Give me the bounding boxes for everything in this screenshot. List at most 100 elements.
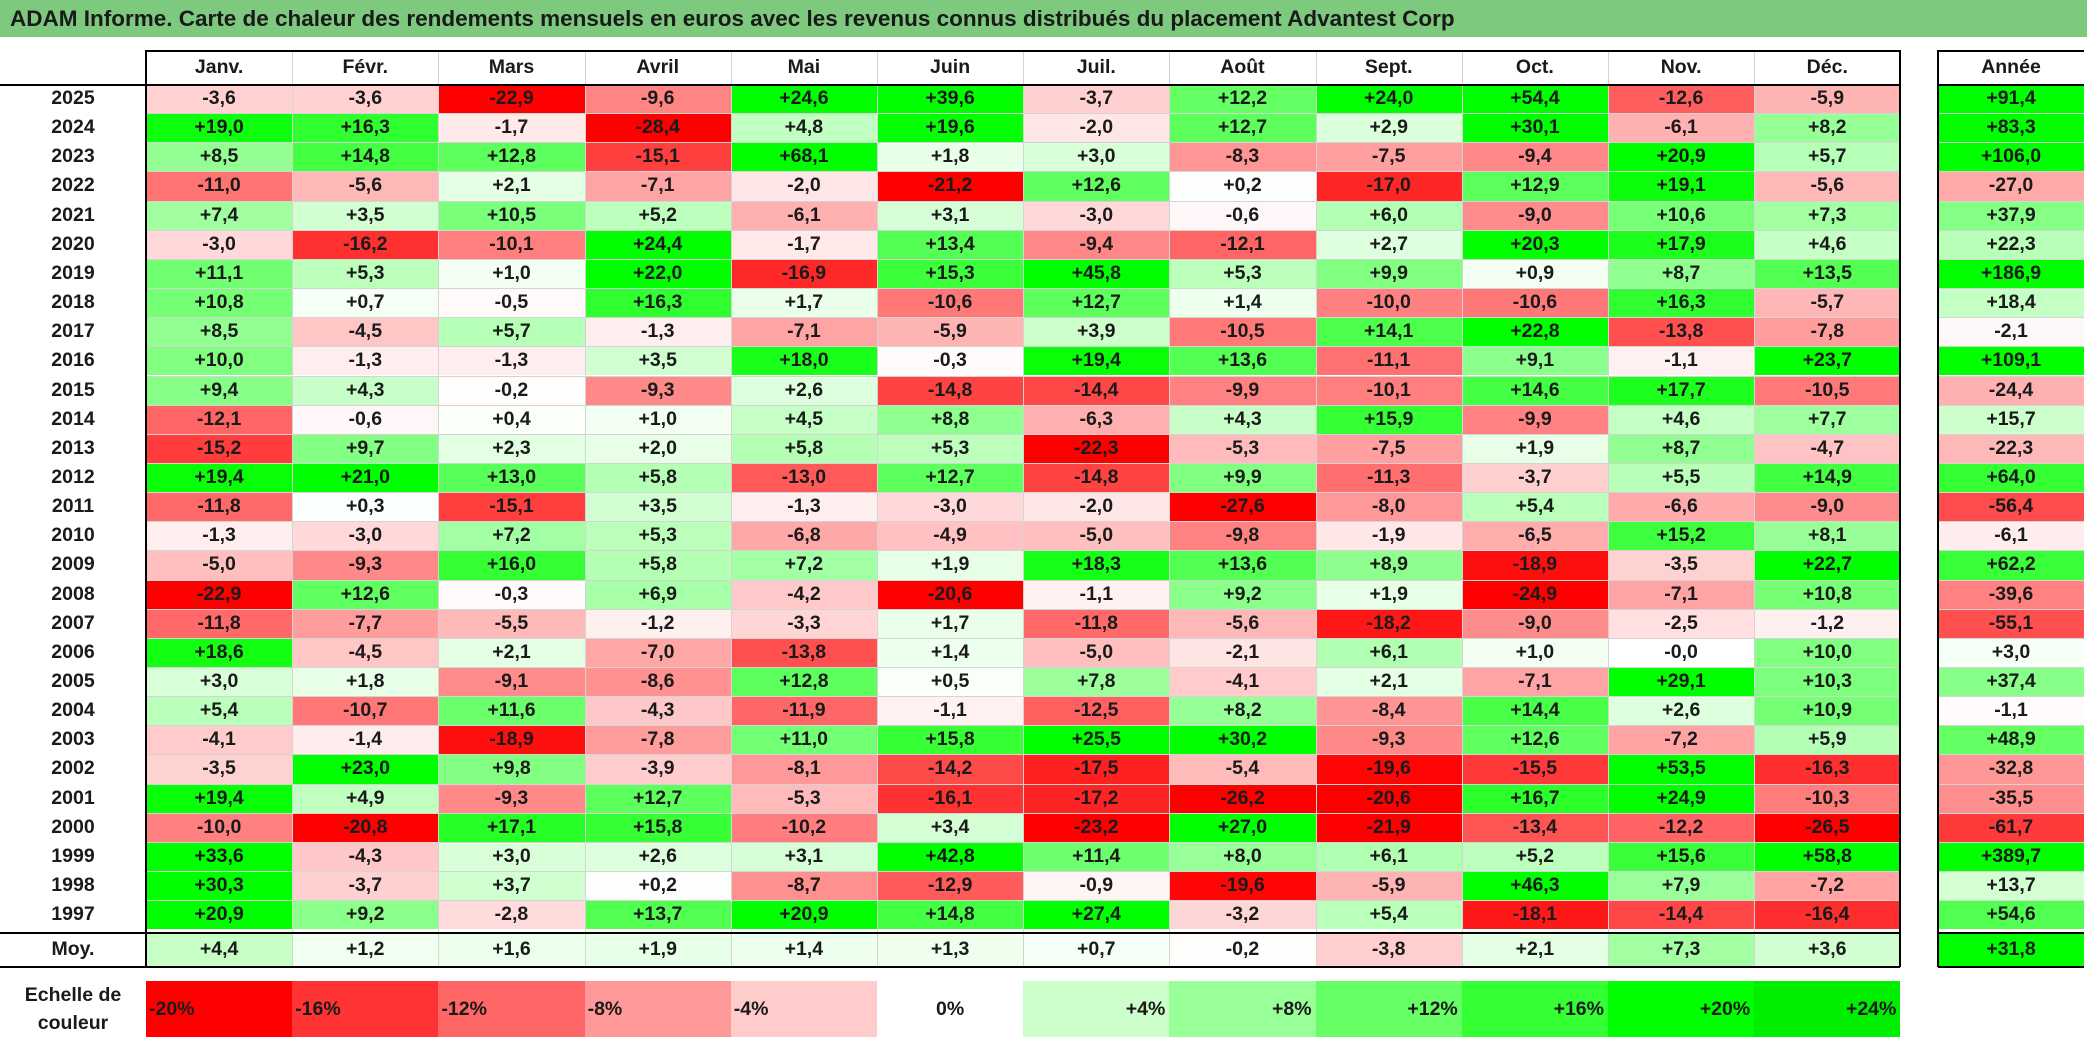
heatmap-cell: +1,0 [1461,637,1608,667]
month-header: Sept. [1315,50,1462,84]
grid-line-horizontal [146,288,1901,290]
row-year-label: 2012 [0,462,146,493]
grid-line-horizontal [1938,317,2084,319]
row-year-label: 2013 [0,433,146,463]
color-scale-swatch: -16% [292,981,439,1037]
heatmap-cell: +5,3 [584,521,731,551]
heatmap-cell: -6,5 [1461,521,1608,551]
chart-title: ADAM Informe. Carte de chaleur des rende… [0,0,2087,37]
heatmap-cell: -1,1 [1608,346,1755,376]
row-year-label: 2022 [0,171,146,201]
heatmap-cell: -12,5 [1023,696,1170,726]
heatmap-cell: +1,9 [877,550,1024,580]
heatmap-cell: -6,6 [1608,492,1755,522]
heatmap-cell: -7,1 [1461,667,1608,697]
row-year-label: 2021 [0,200,146,230]
heatmap-cell: +7,3 [1754,200,1901,230]
average-cell: +7,3 [1608,932,1755,967]
grid-line-horizontal [1938,550,2084,552]
heatmap-cell: -1,3 [292,346,439,376]
heatmap-cell: -7,1 [1608,579,1755,609]
grid-line-horizontal [1938,346,2084,348]
heatmap-cell: +9,2 [292,900,439,930]
heatmap-cell: -10,7 [292,696,439,726]
heatmap-cell: -11,8 [146,608,293,638]
heatmap-cell: -1,7 [438,113,585,143]
average-annual-cell: +31,8 [1938,932,2084,967]
heatmap-cell: +2,6 [730,375,877,405]
heatmap-cell: +1,9 [1461,433,1608,463]
grid-line-horizontal [146,579,1901,581]
heatmap-cell: -12,2 [1608,812,1755,842]
heatmap-cell: +5,3 [877,433,1024,463]
heatmap-cell: -15,5 [1461,754,1608,784]
average-cell: +1,9 [584,932,731,967]
heatmap-cell: -11,1 [1315,346,1462,376]
heatmap-cell: -1,7 [730,229,877,259]
grid-line-vertical [1023,50,1025,967]
average-cell: +2,1 [1461,932,1608,967]
heatmap-cell: +68,1 [730,142,877,172]
row-year-label: 2019 [0,258,146,289]
grid-line-vertical [1169,50,1171,967]
heatmap-cell: +4,9 [292,783,439,813]
heatmap-cell: +33,6 [146,841,293,872]
annual-cell: -35,5 [1938,783,2084,813]
heatmap-cell: +7,4 [146,200,293,230]
grid-line-horizontal [1938,492,2084,494]
annual-cell: +15,7 [1938,404,2084,434]
heatmap-cell: +0,2 [584,871,731,901]
row-year-label: 2016 [0,346,146,376]
heatmap-cell: -8,6 [584,667,731,697]
heatmap-cell: -3,3 [730,608,877,638]
heatmap-cell: +8,1 [1754,521,1901,551]
table-border [146,50,1901,52]
heatmap-cell: +4,3 [1169,404,1316,434]
month-header: Oct. [1461,50,1608,84]
grid-line-horizontal [146,317,1901,319]
heatmap-cell: +15,9 [1315,404,1462,434]
row-year-label: 2020 [0,229,146,259]
color-scale-swatch: -20% [146,981,293,1037]
row-year-label: 2002 [0,754,146,784]
heatmap-cell: -4,5 [292,637,439,667]
heatmap-cell: -1,1 [1023,579,1170,609]
heatmap-cell: +17,9 [1608,229,1755,259]
table-border [0,966,1901,968]
heatmap-cell: -3,0 [146,229,293,259]
heatmap-cell: +30,1 [1461,113,1608,143]
heatmap-cell: +15,8 [877,725,1024,755]
heatmap-cell: +7,2 [730,550,877,580]
heatmap-cell: +3,5 [584,492,731,522]
grid-line-horizontal [1938,113,2084,115]
heatmap-cell: -15,2 [146,433,293,463]
heatmap-cell: +5,3 [1169,258,1316,289]
heatmap-cell: +5,8 [584,462,731,493]
heatmap-cell: +4,6 [1754,229,1901,259]
grid-line-horizontal [1938,637,2084,639]
month-header: Avril [584,50,731,84]
heatmap-cell: +4,8 [730,113,877,143]
heatmap-cell: +21,0 [292,462,439,493]
grid-line-vertical [438,50,440,967]
grid-line-horizontal [1938,812,2084,814]
heatmap-cell: -15,1 [584,142,731,172]
color-scale-swatch: +12% [1315,981,1462,1037]
heatmap-cell: +12,6 [1023,171,1170,201]
heatmap-cell: +1,4 [877,637,1024,667]
grid-line-horizontal [146,754,1901,756]
grid-line-vertical [877,50,878,967]
heatmap-cell: -5,0 [146,550,293,580]
row-year-label: 2000 [0,812,146,842]
heatmap-cell: -2,0 [1023,492,1170,522]
heatmap-cell: +22,7 [1754,550,1901,580]
row-year-label: 1999 [0,841,146,872]
heatmap-cell: -0,3 [438,579,585,609]
heatmap-cell: -9,0 [1754,492,1901,522]
grid-line-horizontal [146,637,1901,639]
grid-line-horizontal [1938,725,2084,727]
heatmap-cell: +3,5 [292,200,439,230]
heatmap-cell: -4,3 [292,841,439,872]
heatmap-cell: +5,2 [1461,841,1608,872]
annual-cell: -56,4 [1938,492,2084,522]
